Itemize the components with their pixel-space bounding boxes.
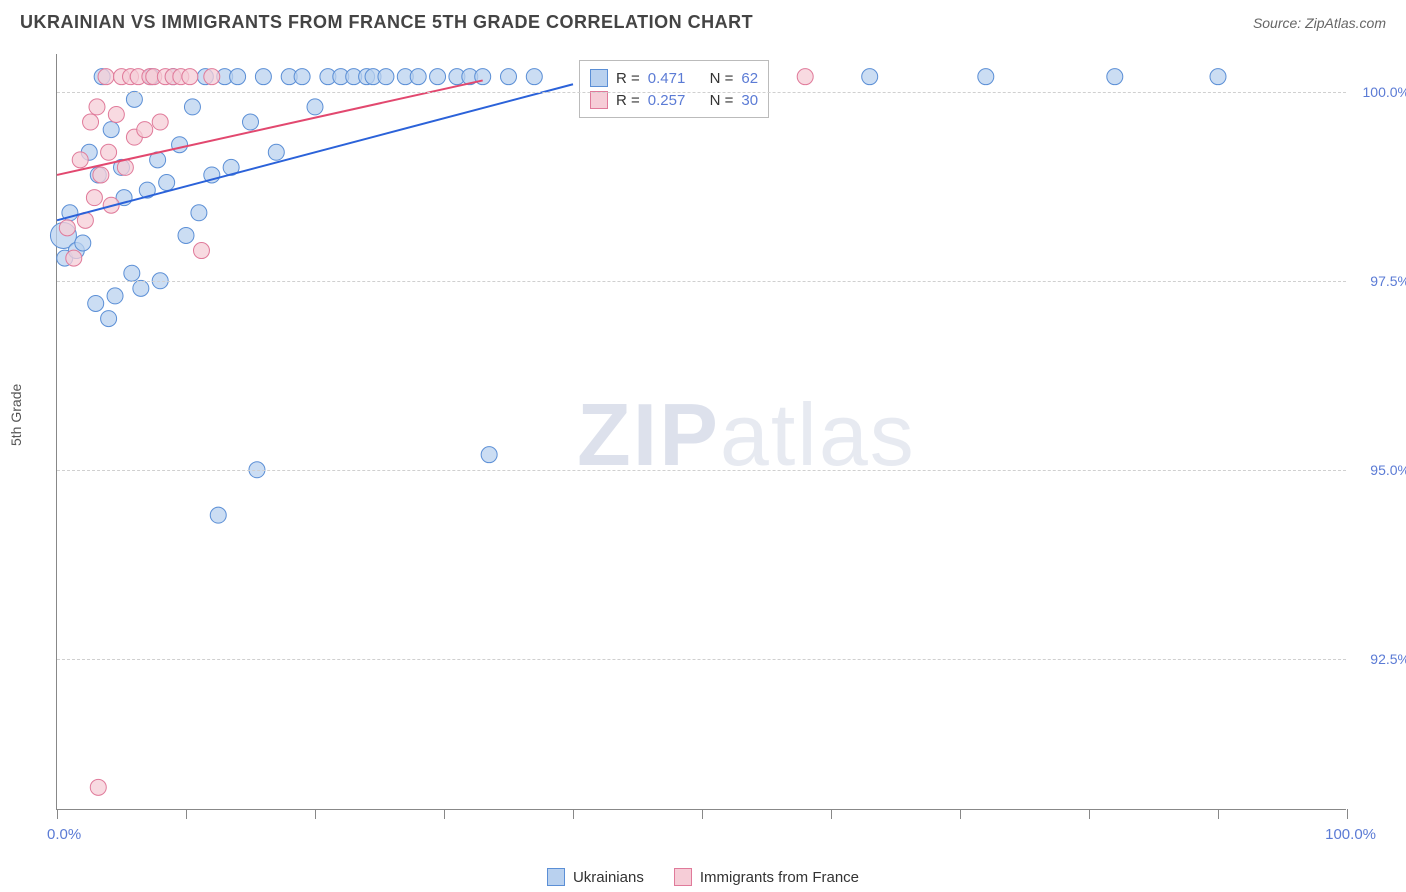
- legend-label-france: Immigrants from France: [700, 869, 859, 886]
- y-tick-label: 95.0%: [1370, 462, 1406, 478]
- scatter-point: [72, 152, 88, 168]
- legend-item-ukrainians: Ukrainians: [547, 868, 644, 886]
- r-value-france: 0.257: [648, 92, 686, 109]
- scatter-point: [107, 288, 123, 304]
- scatter-point: [59, 220, 75, 236]
- scatter-point: [184, 99, 200, 115]
- scatter-point: [294, 69, 310, 85]
- source-name: ZipAtlas.com: [1305, 15, 1386, 31]
- scatter-point: [152, 114, 168, 130]
- scatter-point: [526, 69, 542, 85]
- scatter-point: [133, 280, 149, 296]
- stats-legend-box: R = 0.471 N = 62 R = 0.257 N = 30: [579, 60, 769, 118]
- scatter-point: [178, 227, 194, 243]
- scatter-point: [307, 99, 323, 115]
- scatter-point: [108, 106, 124, 122]
- legend-item-france: Immigrants from France: [674, 868, 859, 886]
- scatter-point: [1107, 69, 1123, 85]
- scatter-plot-svg: [57, 54, 1346, 809]
- x-min-label: 0.0%: [47, 826, 81, 843]
- scatter-point: [191, 205, 207, 221]
- scatter-point: [126, 91, 142, 107]
- r-label: R =: [616, 70, 640, 87]
- r-value-ukrainians: 0.471: [648, 70, 686, 87]
- scatter-point: [243, 114, 259, 130]
- scatter-point: [137, 122, 153, 138]
- scatter-point: [88, 295, 104, 311]
- scatter-point: [90, 779, 106, 795]
- scatter-point: [862, 69, 878, 85]
- scatter-point: [124, 265, 140, 281]
- bottom-legend: Ukrainians Immigrants from France: [0, 868, 1406, 886]
- legend-swatch-france: [674, 868, 692, 886]
- scatter-point: [93, 167, 109, 183]
- scatter-point: [797, 69, 813, 85]
- scatter-point: [378, 69, 394, 85]
- n-value-france: 30: [741, 92, 758, 109]
- scatter-point: [89, 99, 105, 115]
- n-value-ukrainians: 62: [741, 70, 758, 87]
- y-tick-label: 100.0%: [1363, 84, 1406, 100]
- scatter-point: [255, 69, 271, 85]
- scatter-point: [193, 243, 209, 259]
- scatter-point: [66, 250, 82, 266]
- scatter-point: [103, 122, 119, 138]
- scatter-point: [83, 114, 99, 130]
- trend-line: [57, 80, 483, 174]
- scatter-point: [481, 447, 497, 463]
- source-attribution: Source: ZipAtlas.com: [1253, 15, 1386, 31]
- scatter-point: [204, 69, 220, 85]
- scatter-point: [182, 69, 198, 85]
- scatter-point: [230, 69, 246, 85]
- scatter-point: [1210, 69, 1226, 85]
- scatter-point: [430, 69, 446, 85]
- r-label: R =: [616, 92, 640, 109]
- scatter-point: [98, 69, 114, 85]
- scatter-point: [410, 69, 426, 85]
- y-axis-title: 5th Grade: [8, 384, 24, 446]
- scatter-point: [268, 144, 284, 160]
- chart-plot-area: ZIPatlas R = 0.471 N = 62 R = 0.257 N = …: [56, 54, 1346, 810]
- source-prefix: Source:: [1253, 15, 1305, 31]
- x-max-label: 100.0%: [1325, 826, 1376, 843]
- scatter-point: [86, 190, 102, 206]
- n-label: N =: [710, 92, 734, 109]
- swatch-ukrainians: [590, 69, 608, 87]
- scatter-point: [101, 144, 117, 160]
- scatter-point: [101, 311, 117, 327]
- stats-row-ukrainians: R = 0.471 N = 62: [590, 67, 758, 89]
- legend-swatch-ukrainians: [547, 868, 565, 886]
- scatter-point: [172, 137, 188, 153]
- swatch-france: [590, 91, 608, 109]
- scatter-point: [159, 175, 175, 191]
- scatter-point: [501, 69, 517, 85]
- scatter-point: [210, 507, 226, 523]
- chart-title: UKRAINIAN VS IMMIGRANTS FROM FRANCE 5TH …: [20, 12, 753, 33]
- n-label: N =: [710, 70, 734, 87]
- scatter-point: [978, 69, 994, 85]
- y-tick-label: 97.5%: [1370, 273, 1406, 289]
- legend-label-ukrainians: Ukrainians: [573, 869, 644, 886]
- y-tick-label: 92.5%: [1370, 651, 1406, 667]
- scatter-point: [75, 235, 91, 251]
